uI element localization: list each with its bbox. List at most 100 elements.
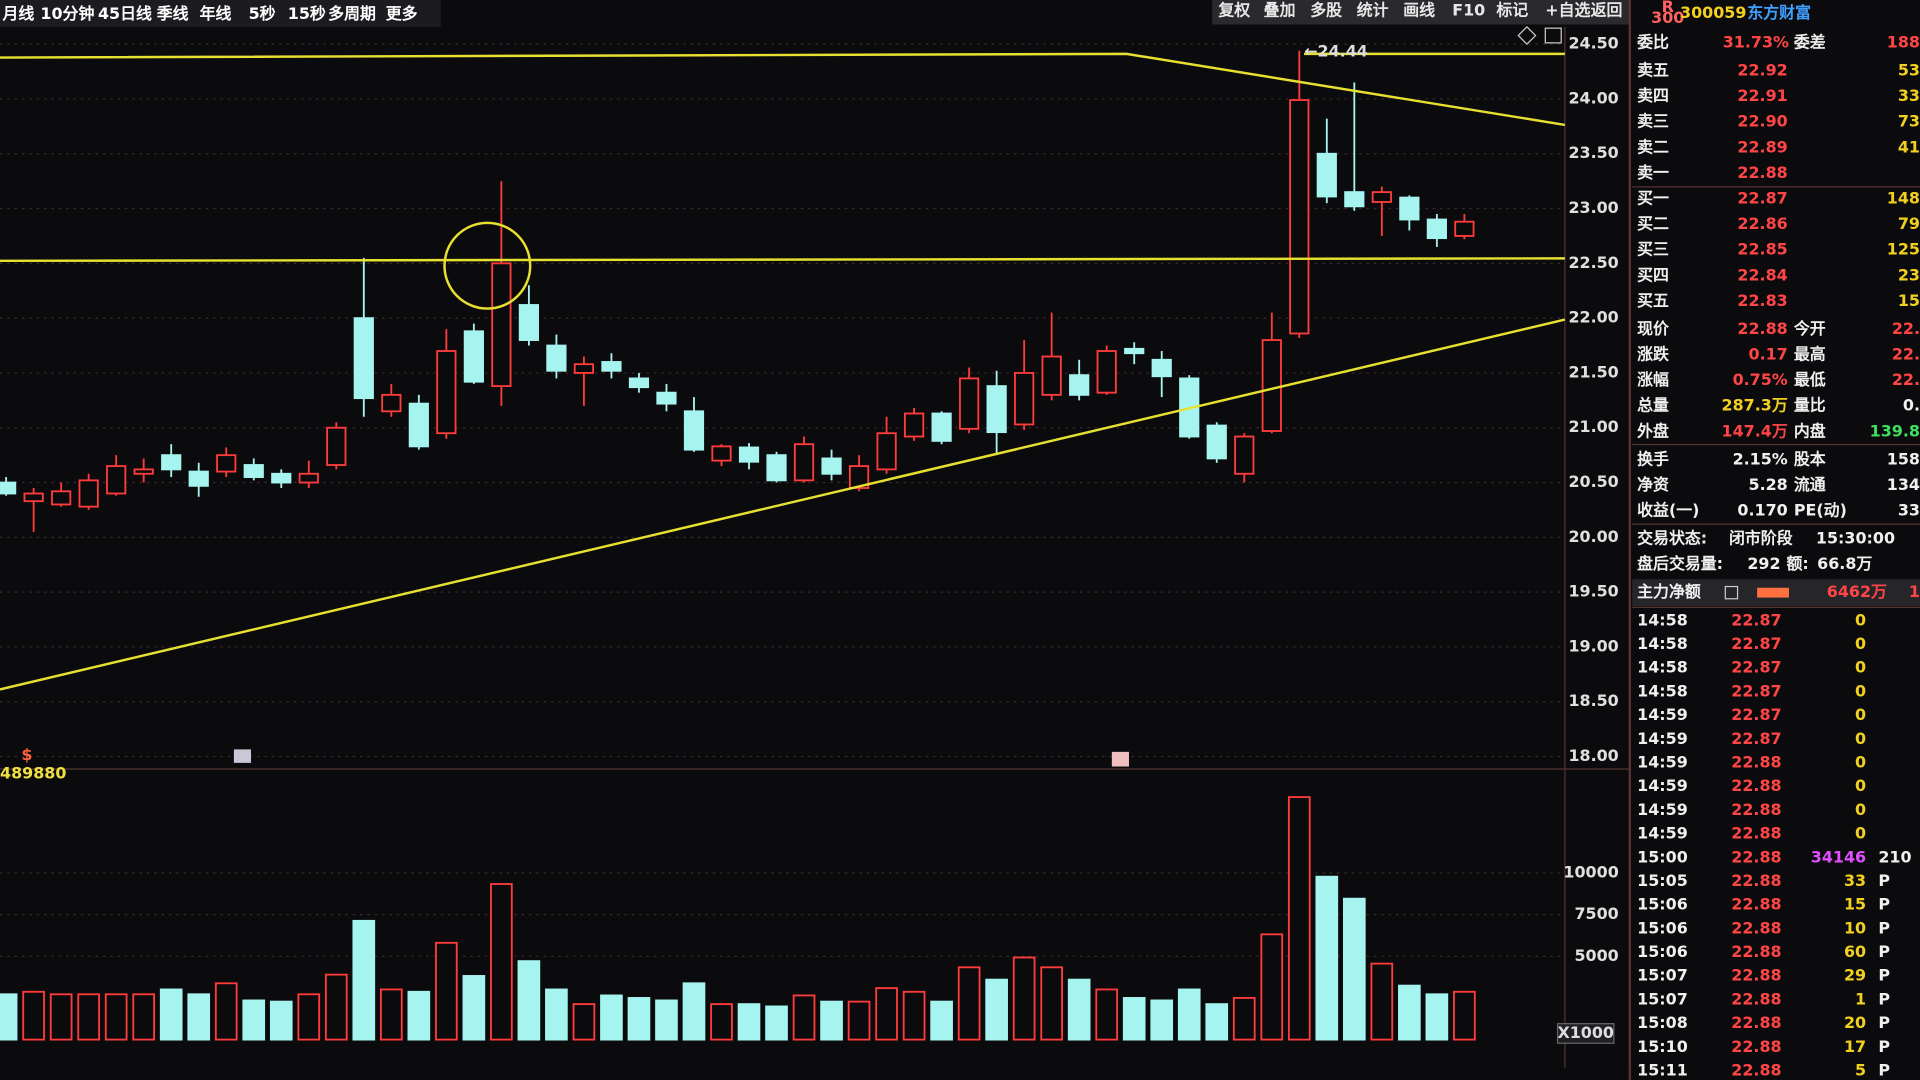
trade-flag: P bbox=[1878, 966, 1890, 985]
candle-body bbox=[188, 470, 209, 487]
toolbar-button[interactable]: 多周期 bbox=[328, 4, 376, 23]
toolbar-button[interactable]: +自选 bbox=[1545, 1, 1590, 20]
toolbar-button[interactable]: 多股 bbox=[1310, 1, 1342, 20]
order-ratio: 委比 bbox=[1636, 32, 1669, 51]
volume-bar bbox=[1287, 796, 1311, 1041]
candle-body bbox=[711, 445, 732, 462]
trade-volume: 10 bbox=[1844, 918, 1866, 937]
toolbar-button[interactable]: 月线 bbox=[1, 4, 34, 23]
candle-body bbox=[1014, 372, 1035, 426]
trade-price: 22.88 bbox=[1731, 1037, 1781, 1056]
trade-time: 15:08 bbox=[1637, 1013, 1688, 1032]
candle-body bbox=[78, 479, 99, 508]
volume-bar bbox=[545, 988, 568, 1041]
drawn-lines bbox=[0, 52, 1566, 691]
book-price: 22.83 bbox=[1737, 291, 1787, 310]
trend-line bbox=[0, 318, 1566, 691]
toolbar-button[interactable]: 15秒 bbox=[288, 4, 326, 23]
trade-volume: 15 bbox=[1844, 895, 1866, 914]
order-ratio: 188 bbox=[1887, 32, 1920, 51]
candle-body bbox=[1316, 152, 1337, 198]
toolbar-button[interactable]: 返回 bbox=[1591, 1, 1623, 20]
stat-label: PE(动) bbox=[1794, 500, 1847, 519]
trade-price: 22.88 bbox=[1731, 800, 1781, 819]
volume-bar bbox=[627, 997, 651, 1041]
flag: 300 bbox=[1651, 8, 1684, 27]
volume-bar bbox=[104, 993, 128, 1041]
candle-body bbox=[1289, 99, 1310, 335]
toolbar-button[interactable]: 标记 bbox=[1495, 1, 1528, 20]
toolbar-button[interactable]: 叠加 bbox=[1264, 1, 1296, 20]
after-hours-label: 额: bbox=[1787, 554, 1809, 573]
main-flow-value: 1 bbox=[1909, 582, 1920, 601]
candle-body bbox=[518, 304, 539, 341]
trade-volume: 0 bbox=[1855, 705, 1866, 724]
icon[interactable] bbox=[1517, 25, 1537, 46]
volume-bar bbox=[49, 993, 73, 1041]
volume-bar bbox=[902, 990, 926, 1041]
book-price: 22.88 bbox=[1737, 163, 1787, 182]
toolbar-button[interactable]: 画线 bbox=[1403, 1, 1435, 20]
trend-line bbox=[0, 52, 1566, 127]
status-value: 闭市阶段 bbox=[1729, 528, 1793, 547]
toolbar-button[interactable]: 45日线 bbox=[98, 4, 152, 23]
volume-bar bbox=[1150, 999, 1174, 1041]
toolbar-button[interactable]: 复权 bbox=[1217, 1, 1250, 20]
stat-label: 净资 bbox=[1637, 475, 1669, 494]
trade-time: 14:58 bbox=[1637, 634, 1688, 653]
toolbar-button[interactable]: 5秒 bbox=[249, 4, 276, 23]
book-volume: 15 bbox=[1898, 291, 1920, 310]
volume-bar bbox=[1040, 966, 1063, 1041]
volume-bar bbox=[930, 1000, 953, 1041]
trade-volume: 60 bbox=[1844, 942, 1866, 961]
trade-time: 14:58 bbox=[1637, 658, 1688, 677]
event-icon bbox=[233, 749, 252, 763]
book-label: 卖三 bbox=[1637, 112, 1669, 131]
candle-body bbox=[491, 262, 512, 388]
stat-value: 147.4万 bbox=[1722, 421, 1788, 440]
stat-value: 0.17 bbox=[1749, 344, 1788, 363]
toolbar-button[interactable]: 季线 bbox=[156, 4, 189, 23]
trade-price: 22.88 bbox=[1731, 1061, 1781, 1080]
flag: R bbox=[1662, 0, 1674, 16]
trade-time: 14:58 bbox=[1637, 681, 1688, 700]
candle-body bbox=[876, 432, 897, 471]
toolbar-button[interactable]: 统计 bbox=[1357, 1, 1389, 20]
trade-time: 15:06 bbox=[1637, 918, 1688, 937]
trade-volume: 17 bbox=[1844, 1037, 1866, 1056]
flow-bar bbox=[1757, 587, 1789, 598]
trade-flag: P bbox=[1878, 989, 1890, 1008]
volume-bar bbox=[847, 1000, 871, 1041]
y-tick-label: 18.50 bbox=[1568, 691, 1618, 710]
volume-bar bbox=[462, 975, 486, 1041]
trade-volume: 34146 bbox=[1811, 847, 1866, 866]
toolbar-button[interactable]: F10 bbox=[1452, 1, 1485, 20]
volume-bar bbox=[1205, 1003, 1229, 1041]
volume-bar bbox=[242, 999, 266, 1041]
plot bbox=[0, 43, 1565, 1041]
trade-flag: P bbox=[1878, 871, 1890, 890]
main-flow-value: 6462万 bbox=[1827, 582, 1887, 601]
trade-time: 15:05 bbox=[1637, 871, 1688, 890]
trade-price: 22.87 bbox=[1731, 610, 1781, 629]
trade-price: 22.88 bbox=[1731, 918, 1781, 937]
toolbar-button[interactable]: 年线 bbox=[200, 4, 232, 23]
icon[interactable] bbox=[1544, 27, 1562, 44]
trade-time: 15:07 bbox=[1637, 989, 1688, 1008]
candle-body bbox=[738, 446, 760, 463]
trade-time: 14:59 bbox=[1637, 705, 1688, 724]
toolbar-button[interactable]: 10分钟 bbox=[40, 4, 94, 23]
volume-bar bbox=[187, 993, 211, 1041]
after-hours-value: 66.8万 bbox=[1817, 554, 1872, 573]
volume-bar bbox=[0, 993, 18, 1041]
toolbar-button[interactable]: 更多 bbox=[386, 4, 418, 23]
candle-body bbox=[353, 317, 374, 400]
flow-icon bbox=[1724, 585, 1739, 600]
trade-time: 14:59 bbox=[1637, 729, 1688, 748]
volume-bar bbox=[737, 1003, 761, 1041]
stat-value: 139.8 bbox=[1870, 421, 1920, 440]
candle-body bbox=[573, 363, 595, 374]
trade-volume: 0 bbox=[1855, 634, 1866, 653]
